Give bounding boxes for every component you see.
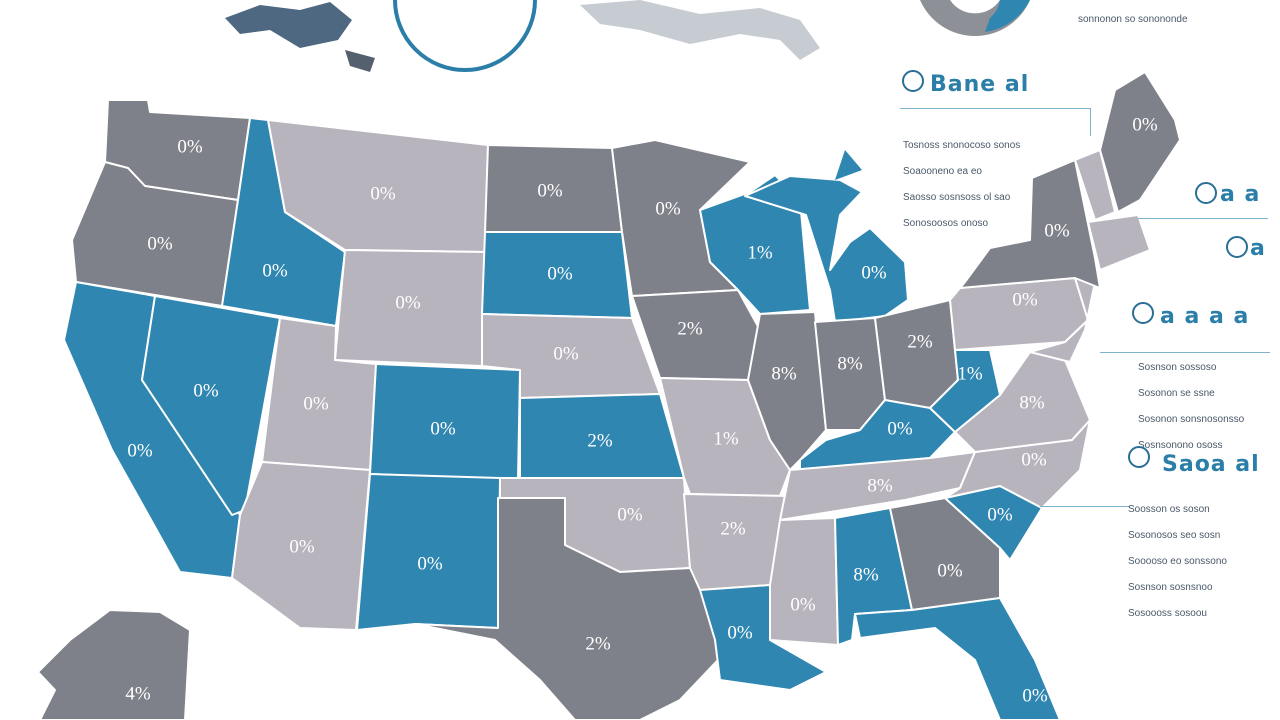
panel-3-title: a: [1250, 236, 1266, 261]
state-label-AK: 4%: [125, 683, 151, 704]
state-label-CO: 0%: [430, 418, 456, 439]
world-map-fragment-center: [580, 0, 820, 60]
state-TX[interactable]: [414, 497, 719, 720]
panel-5-line-4: Sosnson sosnsnoo: [1128, 582, 1213, 593]
upper-peninsula-fragment: [835, 150, 862, 180]
state-label-ND: 0%: [537, 180, 563, 201]
state-AK[interactable]: [37, 609, 191, 720]
state-MS[interactable]: [769, 517, 839, 646]
top-decorations: [225, 0, 1030, 72]
state-WV[interactable]: [929, 349, 1001, 433]
panel-5-line-2: Sosonosos seo sosn: [1128, 530, 1221, 541]
figure-icon: [1226, 236, 1248, 258]
state-label-IL: 8%: [771, 363, 797, 384]
state-label-NE: 0%: [553, 343, 579, 364]
globe-icon: [902, 70, 924, 92]
people-group-icon: [1132, 302, 1154, 324]
state-label-ME: 0%: [1132, 114, 1158, 135]
state-label-PA: 0%: [1012, 289, 1038, 310]
state-label-TN: 8%: [867, 475, 893, 496]
state-NV[interactable]: [141, 295, 281, 516]
panel-4-line-2: Sosonon se ssne: [1138, 388, 1215, 399]
state-label-UT: 0%: [303, 393, 329, 414]
state-label-OH: 2%: [907, 331, 933, 352]
panel-4-line-1: Sosnson sossoso: [1138, 362, 1217, 373]
state-label-MO: 1%: [713, 428, 739, 449]
state-NY[interactable]: [959, 159, 1101, 289]
state-label-SD: 0%: [547, 263, 573, 284]
state-label-WV: 1%: [957, 363, 983, 384]
state-label-MI: 0%: [861, 262, 887, 283]
state-label-NV: 0%: [193, 380, 219, 401]
state-label-NY: 0%: [1044, 220, 1070, 241]
state-NM[interactable]: [356, 473, 501, 631]
state-MA-CT-RI[interactable]: [1087, 214, 1151, 271]
states-layer: [37, 71, 1181, 720]
state-label-SC: 0%: [987, 504, 1013, 525]
panel-1-title: Bane al: [930, 72, 1030, 97]
state-WI[interactable]: [699, 174, 811, 315]
panel-5-line-1: Soosson os soson: [1128, 504, 1210, 515]
panel-4-title: a a a a: [1160, 304, 1250, 329]
panel-5-text: Soosson os soson Sosonosos seo sosn Sooo…: [1128, 490, 1263, 633]
top-partial-text: sonnonon so sonononde: [1078, 14, 1188, 25]
state-label-NC: 0%: [1021, 449, 1047, 470]
state-VA[interactable]: [954, 351, 1091, 453]
state-NJ-DE-MD[interactable]: [1029, 277, 1096, 363]
panel-1-line-1: Tosnoss snonocoso sonos: [903, 140, 1021, 151]
world-map-fragment-left-2: [345, 50, 375, 72]
state-GA[interactable]: [889, 497, 1001, 611]
panel-1-line-3: Saosso sosnsoss ol sao: [903, 192, 1011, 203]
state-label-AZ: 0%: [289, 536, 315, 557]
state-FL[interactable]: [854, 597, 1061, 720]
state-label-LA: 0%: [727, 622, 753, 643]
state-label-CA: 0%: [127, 440, 153, 461]
state-label-NM: 0%: [417, 553, 443, 574]
state-label-IA: 2%: [677, 318, 703, 339]
state-MI[interactable]: [744, 175, 909, 323]
donut-ring-left: [393, 0, 537, 72]
state-label-KY: 0%: [887, 418, 913, 439]
state-label-GA: 0%: [937, 560, 963, 581]
panel-1-line-4: Sonosoosos onoso: [903, 218, 989, 229]
panel-4-leader: [1100, 352, 1270, 353]
panel-1-line-2: Soaooneno ea eo: [903, 166, 982, 177]
state-label-AR: 2%: [720, 518, 746, 539]
panel-1-leader: [900, 108, 1090, 109]
state-label-OK: 0%: [617, 504, 643, 525]
state-label-MN: 0%: [655, 198, 681, 219]
state-label-TX: 2%: [585, 633, 611, 654]
state-label-ID: 0%: [262, 260, 288, 281]
state-label-AL: 8%: [853, 564, 879, 585]
panel-5-line-5: Sosoooss sosoou: [1128, 608, 1207, 619]
state-label-VA: 8%: [1019, 392, 1045, 413]
panel-4-line-4: Sosnsonono ososs: [1138, 440, 1223, 451]
state-labels: 0% 0% 0% 0% 0% 0% 0% 0% 0% 0% 0% 0% 0% 0…: [125, 114, 1158, 706]
group-icon: [1128, 446, 1150, 468]
state-label-WY: 0%: [395, 292, 421, 313]
state-label-KS: 2%: [587, 430, 613, 451]
panel-4-text: Sosnson sossoso Sosonon se ssne Sosonon …: [1138, 348, 1273, 465]
state-label-MS: 0%: [790, 594, 816, 615]
people-icon: [1195, 182, 1217, 204]
state-ME[interactable]: [1099, 71, 1181, 213]
state-label-IN: 8%: [837, 353, 863, 374]
panel-2-leader: [1138, 218, 1268, 219]
state-label-MT: 0%: [370, 183, 396, 204]
panel-1-leader-vertical: [1090, 108, 1091, 136]
state-label-WA: 0%: [177, 136, 203, 157]
panel-5-leader: [1040, 506, 1130, 507]
donut-chart-right-accent: [985, 0, 1030, 32]
state-VT-NH[interactable]: [1074, 149, 1116, 221]
panel-4-line-3: Sosonon sonsnosonsso: [1138, 414, 1245, 425]
state-label-OR: 0%: [147, 233, 173, 254]
panel-5-title: Saoa al: [1162, 452, 1260, 477]
panel-2-title: a a: [1220, 182, 1261, 207]
world-map-fragment-left: [225, 2, 352, 48]
panel-5-line-3: Sooooso eo sonssono: [1128, 556, 1227, 567]
panel-1-text: Tosnoss snonocoso sonos Soaooneno ea eo …: [903, 126, 1038, 243]
state-label-WI: 1%: [747, 242, 773, 263]
state-label-FL: 0%: [1022, 685, 1048, 706]
